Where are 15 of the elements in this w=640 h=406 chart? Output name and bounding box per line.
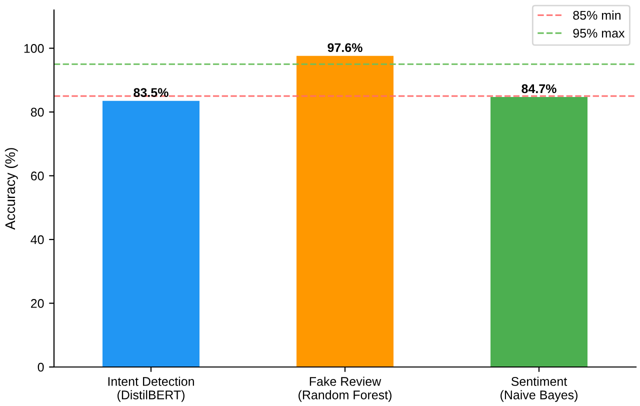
x-tick-label: Fake Review (Random Forest) bbox=[298, 376, 392, 402]
y-tick-label: 100 bbox=[24, 44, 44, 53]
y-tick-label: 80 bbox=[30, 108, 44, 117]
legend-label: 95% max bbox=[573, 28, 625, 38]
data-label: 83.5% bbox=[134, 88, 168, 97]
legend-label: 85% min bbox=[573, 10, 620, 20]
y-tick-label: 0 bbox=[38, 362, 44, 372]
y-tick-label: 40 bbox=[30, 235, 44, 244]
data-label: 84.7% bbox=[522, 84, 556, 94]
y-tick-label: 60 bbox=[31, 172, 44, 180]
x-tick-label: Intent Detection (DistilBERT) bbox=[108, 376, 194, 402]
y-tick-label: 20 bbox=[31, 299, 44, 308]
x-tick-label: Sentiment (Naive Bayes) bbox=[500, 376, 578, 402]
data-label: 97.6% bbox=[328, 43, 362, 52]
y-axis-title: Accuracy (%) bbox=[4, 148, 18, 230]
